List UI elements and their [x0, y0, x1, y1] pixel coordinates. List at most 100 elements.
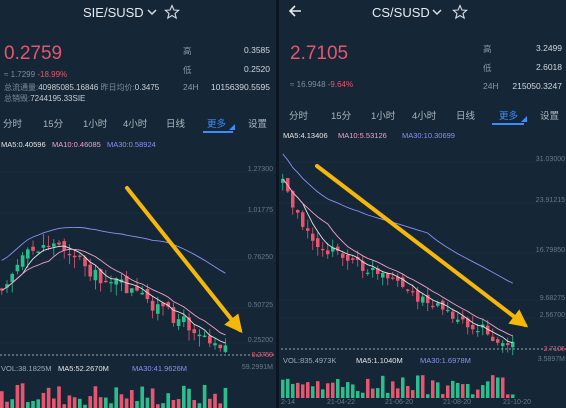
candle [381, 272, 385, 278]
current-price-tag: 0.2759 [251, 352, 273, 359]
tab-more[interactable]: 更多 [499, 111, 519, 122]
y-tick: 1.01775 [247, 207, 273, 214]
destroyed-line: 总销毁:7244195.33SIE [4, 93, 85, 104]
candle [145, 289, 150, 300]
volume-bar [371, 388, 375, 398]
volume-bar [326, 383, 330, 398]
trend-arrow-head [508, 309, 529, 328]
volume-bar [150, 388, 155, 408]
volume-bar [506, 394, 510, 398]
volume-bar [401, 377, 405, 398]
tab-settings[interactable]: 设置 [540, 111, 560, 122]
candlestick-chart[interactable] [279, 0, 566, 408]
ma-line-5 [282, 178, 513, 344]
candle [471, 325, 475, 330]
last-price: 2.7105 [290, 43, 349, 64]
ma-line-30 [1, 227, 226, 274]
volume-bar [41, 392, 46, 408]
candle [166, 302, 171, 307]
volume-bar [336, 379, 340, 398]
ma-line-10 [282, 178, 513, 337]
candle [156, 304, 160, 314]
volume-bar [182, 385, 186, 408]
change-percent: -18.99% [37, 70, 68, 79]
low-label: 低 [183, 65, 192, 75]
volume-bar [361, 392, 365, 398]
volume-bar [351, 384, 355, 398]
volume-bar [52, 398, 56, 408]
tab-1h[interactable]: 1小时 [371, 111, 396, 122]
tab-day[interactable]: 日线 [166, 119, 186, 130]
y-tick: 0.76250 [247, 254, 273, 261]
volume-bar [46, 387, 51, 408]
volume-bar [15, 384, 20, 408]
candle [466, 318, 470, 328]
candle [93, 269, 98, 281]
candle [366, 272, 370, 274]
tab-15m[interactable]: 15分 [331, 111, 352, 122]
candle [431, 305, 435, 308]
ma5-value: MA5:4.13406 [283, 131, 328, 140]
candle [52, 243, 56, 247]
left-market-panel: SIE/SUSD 0.2759 ≈ 1.7299 -18.99% 总流通量:40… [0, 0, 276, 408]
volume-bar [511, 394, 515, 398]
volume-bar [57, 386, 61, 408]
pair-title[interactable]: CS/SUSD [372, 5, 430, 20]
star-icon[interactable] [452, 4, 468, 20]
volume-bar [431, 380, 435, 398]
tab-4h[interactable]: 4小时 [412, 111, 437, 122]
volume-bar [476, 389, 480, 398]
pair-title[interactable]: SIE/SUSD [83, 5, 144, 20]
back-arrow-icon[interactable] [287, 3, 303, 19]
volume-bar [135, 401, 139, 408]
chevron-down-icon[interactable] [146, 7, 158, 17]
chevron-down-icon[interactable] [431, 7, 443, 17]
candle [88, 264, 93, 277]
panel-divider [276, 0, 279, 408]
candlestick-chart[interactable] [0, 0, 276, 408]
yesterday-avg-label: 昨日均价: [100, 83, 135, 92]
vol24-label: 24H [483, 81, 499, 91]
volume-bar [119, 394, 124, 408]
tab-4h[interactable]: 4小时 [123, 119, 148, 130]
vol24-label: 24H [183, 82, 199, 92]
candle [501, 343, 505, 347]
candle [446, 309, 450, 312]
volume-bar [486, 381, 490, 398]
low-label: 低 [483, 63, 492, 73]
tab-1h[interactable]: 1小时 [83, 119, 108, 130]
vol-value: VOL:38.1825M [1, 364, 52, 373]
candle [496, 339, 500, 343]
tab-time[interactable]: 分时 [289, 111, 309, 122]
candle [98, 269, 103, 284]
tab-time[interactable]: 分时 [3, 119, 23, 130]
volume-bar [31, 400, 35, 408]
fiat-change-line: ≈ 16.9948 -9.64% [290, 80, 353, 89]
volume-bar [156, 404, 160, 408]
candle [130, 288, 134, 293]
candle [376, 268, 380, 275]
ma30-value: MA30:0.58924 [107, 140, 156, 149]
volume-bar [140, 386, 145, 408]
supply-line: 总流通量:40985085.16846 昨日均价:0.3475 [4, 82, 159, 93]
tab-15m[interactable]: 15分 [43, 119, 64, 130]
active-tab-underline [203, 131, 233, 133]
star-icon[interactable] [164, 4, 180, 20]
candle [331, 247, 335, 252]
candle [26, 249, 30, 259]
vol-value: VOL:835.4973K [283, 356, 337, 365]
volume-bar [471, 394, 475, 398]
volume-bar [416, 375, 420, 398]
candle [396, 276, 400, 281]
low-value: 0.2520 [244, 64, 270, 74]
candle [361, 261, 365, 271]
tab-more[interactable]: 更多 [207, 119, 227, 130]
tab-settings[interactable]: 设置 [248, 119, 268, 130]
high-value: 3.2499 [536, 43, 562, 53]
tab-day[interactable]: 日线 [456, 111, 476, 122]
volume-bar [456, 382, 460, 398]
high-label: 高 [183, 46, 192, 56]
volume-bar [426, 394, 430, 398]
volume-bar [0, 391, 4, 408]
volume-bar [98, 397, 103, 408]
